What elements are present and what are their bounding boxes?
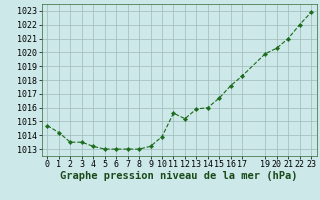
X-axis label: Graphe pression niveau de la mer (hPa): Graphe pression niveau de la mer (hPa) bbox=[60, 171, 298, 181]
